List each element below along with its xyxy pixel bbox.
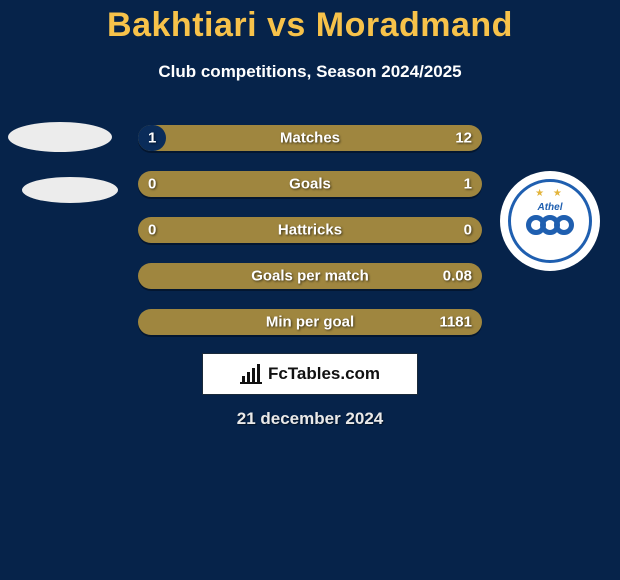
stat-label: Goals per match	[138, 268, 482, 285]
comparison-title: Bakhtiari vs Moradmand	[0, 6, 620, 45]
stat-bar: Goals per match0.08	[138, 263, 482, 289]
badge-script: Athel	[511, 202, 589, 213]
left-club-mark	[22, 177, 118, 203]
comparison-infographic: Bakhtiari vs Moradmand Club competitions,…	[0, 0, 620, 580]
chart-icon	[240, 364, 262, 384]
badge-stars: ★ ★	[511, 188, 589, 199]
fctables-attribution: FcTables.com	[202, 353, 418, 395]
infographic-date: 21 december 2024	[0, 409, 620, 429]
stat-label: Min per goal	[138, 314, 482, 331]
stat-label: Hattricks	[138, 222, 482, 239]
stat-label: Matches	[138, 130, 482, 147]
stat-right-value: 1181	[439, 314, 472, 331]
stat-label: Goals	[138, 176, 482, 193]
stat-bar: 0Hattricks0	[138, 217, 482, 243]
fctables-text: FcTables.com	[268, 364, 380, 384]
badge-inner: ★ ★ Athel	[508, 179, 592, 263]
stat-right-value: 0.08	[443, 268, 472, 285]
stat-bar: Min per goal1181	[138, 309, 482, 335]
stat-right-value: 12	[455, 130, 472, 147]
stat-bar: 0Goals1	[138, 171, 482, 197]
right-club-badge: ★ ★ Athel	[500, 171, 600, 271]
badge-ring	[554, 215, 574, 235]
stat-right-value: 0	[464, 222, 472, 239]
stat-right-value: 1	[464, 176, 472, 193]
left-club-mark	[8, 122, 112, 152]
comparison-subtitle: Club competitions, Season 2024/2025	[0, 62, 620, 82]
badge-rings	[526, 215, 574, 235]
stat-bar: 1Matches12	[138, 125, 482, 151]
